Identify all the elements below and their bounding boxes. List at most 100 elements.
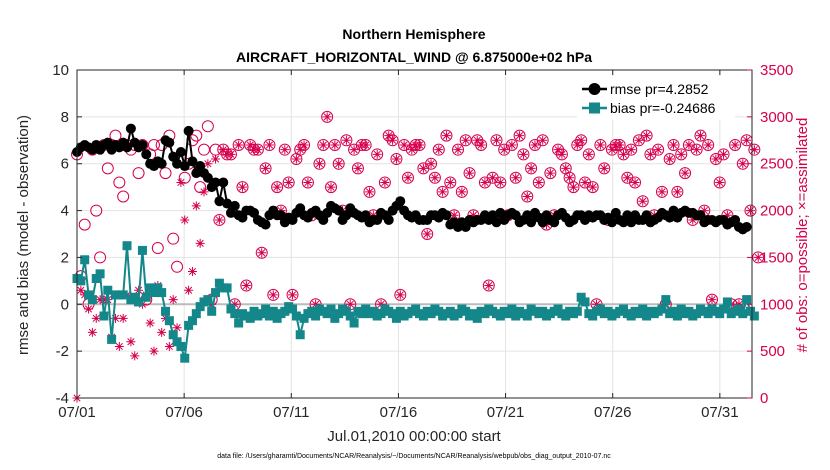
obs-possible-point <box>655 185 668 198</box>
rmse-point <box>122 142 133 153</box>
obs-assimilated-point <box>291 154 301 164</box>
obs-possible-point <box>555 148 568 161</box>
bias-point <box>291 311 301 321</box>
chart-subtitle: AIRCRAFT_HORIZONTAL_WIND @ 6.875000e+02 … <box>236 49 592 65</box>
bias-point <box>618 304 628 314</box>
obs-assimilated-point <box>261 163 271 173</box>
obs-assimilated-point <box>538 135 548 145</box>
obs-assimilated-point <box>449 210 459 220</box>
obs-assimilated-point <box>76 285 86 295</box>
bias-point <box>87 295 97 305</box>
obs-possible-point <box>378 176 391 189</box>
obs-assimilated-point <box>476 140 486 150</box>
rmse-point <box>395 196 406 207</box>
obs-possible-point <box>401 171 414 184</box>
obs-assimilated-point <box>395 290 405 300</box>
obs-possible-point <box>198 143 211 156</box>
bias-point <box>257 309 267 319</box>
obs-possible-point <box>132 167 145 180</box>
obs-assimilated-point <box>507 140 517 150</box>
rmse-point <box>164 137 175 148</box>
rmse-point <box>187 156 198 167</box>
bias-point <box>211 288 221 298</box>
obs-possible-point <box>544 167 557 180</box>
y-tick-label: 6 <box>61 156 69 173</box>
obs-assimilated-point <box>592 299 602 309</box>
right-tick-label: 3000 <box>760 109 793 126</box>
bias-point <box>145 283 155 293</box>
obs-assimilated-point <box>211 154 221 164</box>
y-tick-label: 2 <box>61 249 69 266</box>
obs-assimilated-point <box>372 149 382 159</box>
obs-assimilated-point <box>345 299 355 309</box>
bias-point <box>164 316 174 326</box>
bias-point <box>738 309 748 319</box>
obs-assimilated-point <box>322 112 332 122</box>
obs-possible-point <box>482 279 495 292</box>
obs-possible-point <box>521 190 534 203</box>
bias-point <box>472 313 482 323</box>
obs-assimilated-point <box>295 145 305 155</box>
rmse-point <box>125 123 136 134</box>
obs-possible-point <box>259 162 272 175</box>
bias-point <box>503 309 513 319</box>
bias-point <box>214 278 224 288</box>
x-tick-label: 07/31 <box>701 404 739 421</box>
obs-assimilated-point <box>545 168 555 178</box>
obs-assimilated-point <box>595 140 605 150</box>
obs-possible-point <box>594 138 607 151</box>
bias-point <box>172 337 182 347</box>
obs-possible-point <box>278 143 291 156</box>
bias-point <box>391 313 401 323</box>
bias-point <box>307 306 317 316</box>
obs-assimilated-point <box>515 131 525 141</box>
obs-possible-point <box>171 260 184 273</box>
obs-assimilated-point <box>715 177 725 187</box>
bias-point <box>288 304 298 314</box>
x-tick-label: 07/06 <box>165 404 203 421</box>
obs-assimilated-point <box>630 177 640 187</box>
obs-assimilated-point <box>722 210 732 220</box>
obs-assimilated-point <box>653 145 663 155</box>
rmse-point <box>526 217 537 228</box>
y-axis-label: rmse and bias (model - observation) <box>15 115 32 355</box>
obs-possible-point <box>509 171 522 184</box>
obs-possible-point <box>440 129 453 142</box>
obs-possible-point <box>679 167 692 180</box>
obs-possible-point <box>390 153 403 166</box>
x-tick-label: 07/01 <box>58 404 96 421</box>
bias-point <box>511 311 521 321</box>
obs-assimilated-point <box>495 177 505 187</box>
bias-point <box>361 304 371 314</box>
obs-possible-point <box>455 185 468 198</box>
rmse-point <box>179 161 190 172</box>
rmse-point <box>333 205 344 216</box>
bias-point <box>684 306 694 316</box>
obs-possible-point <box>101 162 114 175</box>
obs-assimilated-point <box>257 248 267 258</box>
obs-assimilated-point <box>588 182 598 192</box>
x-tick-label: 07/16 <box>380 404 418 421</box>
obs-possible-point <box>325 181 338 194</box>
obs-assimilated-point <box>268 290 278 300</box>
rmse-point <box>202 172 213 183</box>
x-tick-label: 07/11 <box>273 404 309 421</box>
obs-assimilated-point <box>91 313 101 323</box>
bias-point <box>95 269 105 279</box>
bias-point <box>734 304 744 314</box>
obs-assimilated-point <box>599 163 609 173</box>
obs-assimilated-point <box>157 327 167 337</box>
bias-point <box>642 311 652 321</box>
obs-assimilated-point <box>634 135 644 145</box>
obs-possible-point <box>194 181 207 194</box>
obs-possible-point <box>636 195 649 208</box>
x-tick-label: 07/21 <box>487 404 525 421</box>
bias-point <box>264 311 274 321</box>
right-tick-label: 3500 <box>760 62 793 79</box>
obs-possible-point <box>313 157 326 170</box>
obs-assimilated-point <box>118 313 128 323</box>
bias-point <box>334 309 344 319</box>
obs-assimilated-point <box>341 135 351 145</box>
bias-point <box>657 304 667 314</box>
